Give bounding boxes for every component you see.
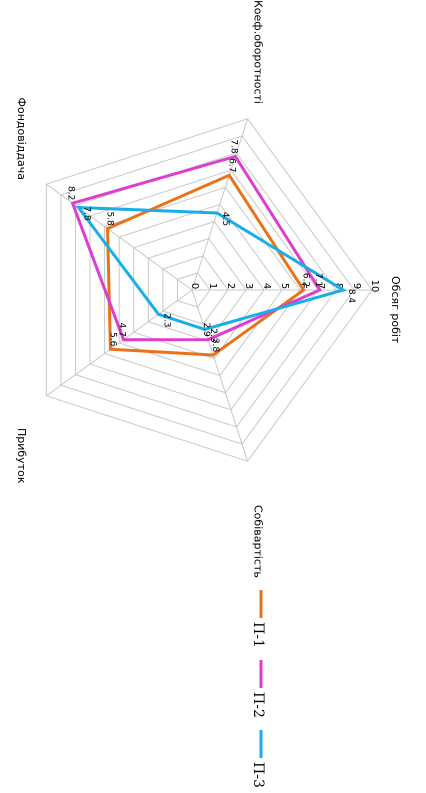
data-label-П-3-1: 2.3: [208, 328, 218, 342]
grid-ring-9: [60, 135, 355, 445]
data-series: [70, 154, 347, 357]
data-label-П-2-0: 7.1: [313, 273, 323, 287]
axis-label-2: Прибуток: [15, 428, 28, 484]
radar-spokes: [46, 118, 372, 462]
spoke-3: [46, 183, 193, 291]
data-label-П-2-3: 8.2: [66, 186, 76, 200]
legend: П-1 П-2 П-3: [250, 590, 266, 788]
data-label-П-1-0: 6.2: [301, 273, 311, 287]
tick-label-3: 3: [243, 283, 254, 289]
data-label-П-1-3: 5.8: [105, 211, 115, 226]
tick-label-7: 7: [315, 283, 326, 289]
axis-label-1: Собівартість: [251, 505, 264, 578]
axis-label-0: Обсяг робіт: [389, 276, 402, 344]
data-label-П-3-4: 4.5: [220, 212, 230, 226]
grid-ring-1: [176, 272, 211, 308]
tick-label-10: 10: [369, 280, 380, 293]
data-label-П-1-4: 6.7: [226, 158, 236, 172]
axis-labels: Обсяг робіт Собівартість Прибуток Фондовідд…: [15, 0, 402, 578]
data-label-П-1-1: 3.8: [210, 338, 220, 353]
tick-label-5: 5: [279, 283, 290, 289]
data-label-П-3-0: 8.4: [346, 289, 356, 304]
tick-label-9: 9: [351, 283, 362, 289]
spoke-4: [191, 118, 249, 291]
grid-ring-3: [147, 238, 247, 342]
legend-label-П-1: П-1: [250, 622, 266, 648]
data-labels: 6.2 3.8 5.6 5.8 6.7 7.1 2.9 4.7 8.2 7.8 8.4 2.3 2.3 7…: [66, 139, 357, 352]
tick-label-4: 4: [261, 283, 272, 289]
grid-ring-7: [89, 169, 319, 411]
data-label-П-2-1: 2.9: [201, 322, 211, 337]
data-label-П-3-2: 2.3: [162, 313, 172, 327]
legend-label-П-2: П-2: [250, 692, 266, 718]
series-line-П-2: [70, 154, 322, 342]
grid-ring-10: [45, 118, 373, 462]
axis-label-4: Коеф.оборотності: [251, 0, 264, 104]
data-label-П-2-2: 4.7: [117, 323, 127, 337]
series-line-П-3: [75, 205, 347, 331]
grid-ring-5: [118, 203, 283, 377]
series-line-П-1: [106, 173, 306, 357]
data-label-П-2-4: 7.8: [228, 139, 238, 154]
tick-label-0: 0: [189, 283, 200, 289]
data-label-П-1-2: 5.6: [108, 332, 118, 347]
grid-ring-8: [75, 152, 337, 428]
tick-label-1: 1: [207, 283, 218, 289]
tick-label-2: 2: [225, 283, 236, 289]
legend-label-П-3: П-3: [250, 762, 266, 788]
axis-label-3: Фондовіддача: [15, 98, 28, 180]
grid-ring-2: [162, 255, 229, 325]
data-label-П-3-3: 7.8: [81, 206, 91, 221]
spoke-2: [46, 289, 193, 397]
spoke-1: [191, 289, 249, 462]
